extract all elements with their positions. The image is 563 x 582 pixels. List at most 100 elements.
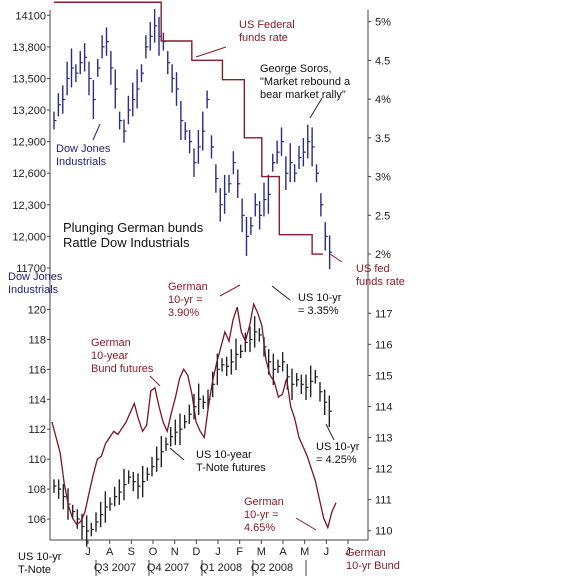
top-right-tick-label: 3.5 — [375, 133, 390, 145]
bottom-right-tick-label: 114 — [375, 401, 393, 413]
bottom-left-axis-title-1: US 10-yr — [18, 551, 62, 563]
us-end-line-2: = 4.25% — [316, 454, 357, 466]
month-tick-label: F — [236, 546, 243, 558]
headline-line-1: Plunging German bunds — [63, 220, 204, 235]
pointer-fed-end — [329, 253, 343, 263]
bottom-right-tick-label: 116 — [375, 339, 393, 351]
bund-futures-line — [51, 301, 337, 530]
month-tick-label: D — [192, 546, 200, 558]
bottom-left-tick-label: 120 — [28, 304, 46, 316]
fed-funds-line — [54, 1, 324, 255]
german-end-line-3: 4.65% — [244, 522, 275, 534]
top-left-tick-label: 12,600 — [12, 168, 46, 180]
pointer-fed-title — [195, 46, 227, 58]
german-peak-line-2: 10-yr = — [168, 294, 203, 306]
german-peak-line-3: 3.90% — [168, 307, 199, 319]
bund-futures-line-2: 10-year — [91, 350, 129, 362]
bottom-right-tick-label: 117 — [375, 308, 393, 320]
top-right-tick-label: 3% — [375, 172, 391, 184]
fed-title-line-1: US Federal — [239, 19, 295, 31]
us-end-line-1: US 10-yr — [316, 441, 360, 453]
bottom-right-tick-label: 110 — [375, 526, 393, 538]
month-tick-label: J — [85, 546, 91, 558]
quarter-label: Q1 2008 — [200, 562, 242, 574]
top-left-tick-label: 14100 — [15, 10, 46, 22]
bund-futures-line-1: German — [91, 337, 131, 349]
top-left-tick-label: 11700 — [16, 263, 46, 275]
top-left-tick-label: 12,000 — [12, 231, 46, 243]
pointer-us-end — [325, 423, 335, 441]
pointer-tnote — [169, 447, 185, 461]
bottom-right-tick-label: 115 — [375, 370, 393, 382]
top-right-tick-label: 4% — [375, 94, 391, 106]
top-right-axis-ticks: 5% 4.5 4% 3.5 3% 2.5 2% — [368, 17, 391, 261]
month-tick-label: A — [106, 546, 114, 558]
quarter-label: Q4 2007 — [147, 562, 189, 574]
top-right-tick-label: 2.5 — [375, 210, 390, 222]
bund-futures-line-3: Bund futures — [91, 363, 154, 375]
dow-jones-series — [53, 8, 333, 270]
bottom-right-tick-label: 113 — [375, 433, 393, 445]
top-left-axis-title-1: Dow Jones — [8, 271, 63, 283]
german-end-line-2: 10-yr = — [244, 509, 279, 521]
top-left-tick-label: 13,500 — [12, 73, 46, 85]
dow-inner-line-2: Industrials — [56, 156, 107, 168]
month-tick-label: J — [345, 546, 351, 558]
bund-futures-series — [51, 301, 337, 530]
bottom-left-tick-label: 110 — [28, 454, 46, 466]
fed-title-line-2: funds rate — [239, 32, 288, 44]
top-right-tick-label: 4.5 — [375, 55, 390, 67]
german-end-line-1: German — [244, 496, 284, 508]
bottom-left-tick-label: 106 — [28, 514, 46, 526]
bottom-right-axis-title-2: 10-yr Bund — [346, 560, 400, 572]
quarter-label: Q3 2007 — [94, 562, 136, 574]
plot-frame — [49, 10, 369, 541]
pointer-soros — [309, 97, 323, 119]
fed-end-line-1: US fed — [356, 263, 390, 275]
bottom-left-tick-label: 112 — [28, 424, 46, 436]
month-tick-label: O — [149, 546, 158, 558]
dow-inner-line-1: Dow Jones — [56, 143, 111, 155]
pointer-german-peak — [219, 284, 241, 297]
bottom-left-axis-ticks: 120 118 116 114 112 110 108 106 — [28, 304, 50, 526]
bottom-left-tick-label: 118 — [28, 334, 46, 346]
bottom-left-tick-label: 108 — [28, 484, 46, 496]
bottom-right-tick-label: 111 — [375, 495, 392, 507]
annotation-pointers — [92, 46, 343, 531]
pointer-us-peak — [271, 285, 291, 301]
top-left-tick-label: 12,300 — [12, 200, 46, 212]
month-tick-label: N — [171, 546, 179, 558]
x-axis-quarter-ticks: Q3 2007 Q4 2007 Q1 2008 Q2 2008 — [94, 560, 307, 576]
soros-line-2: "Market rebound a — [260, 76, 351, 88]
fed-funds-series — [54, 1, 324, 255]
bottom-left-axis-title-2: T-Note — [18, 564, 51, 576]
bottom-left-tick-label: 114 — [28, 394, 46, 406]
quarter-label: Q2 2008 — [251, 562, 293, 574]
top-right-tick-label: 2% — [375, 249, 391, 261]
bottom-right-axis-ticks: 117 116 115 114 113 112 111 110 — [368, 308, 393, 538]
fed-end-line-2: funds rate — [356, 276, 405, 288]
pointer-dow-inner — [92, 123, 101, 141]
us-peak-line-1: US 10-yr — [298, 292, 342, 304]
month-tick-label: J — [215, 546, 221, 558]
top-left-tick-label: 13,800 — [12, 42, 46, 54]
bottom-left-tick-label: 116 — [28, 364, 46, 376]
bottom-right-tick-label: 112 — [375, 464, 393, 476]
pointer-bund-futures — [149, 375, 161, 387]
tnote-line-1: US 10-year — [196, 449, 252, 461]
german-peak-line-1: German — [168, 281, 208, 293]
pointer-german-end — [295, 517, 317, 531]
top-left-tick-label: 12,900 — [12, 137, 46, 149]
month-tick-label: S — [128, 546, 135, 558]
month-tick-label: M — [300, 546, 309, 558]
bottom-right-axis-title-1: German — [346, 547, 386, 559]
top-right-tick-label: 5% — [375, 17, 391, 29]
soros-line-3: bear market rally" — [260, 89, 346, 101]
top-left-axis-ticks: 14100 13,800 13,500 13,200 12,900 12,600 12,30… — [12, 10, 50, 275]
top-left-tick-label: 13,200 — [12, 105, 46, 117]
soros-line-1: George Soros, — [260, 63, 332, 75]
tnote-line-2: T-Note futures — [196, 462, 266, 474]
headline-line-2: Rattle Dow Industrials — [63, 235, 190, 250]
